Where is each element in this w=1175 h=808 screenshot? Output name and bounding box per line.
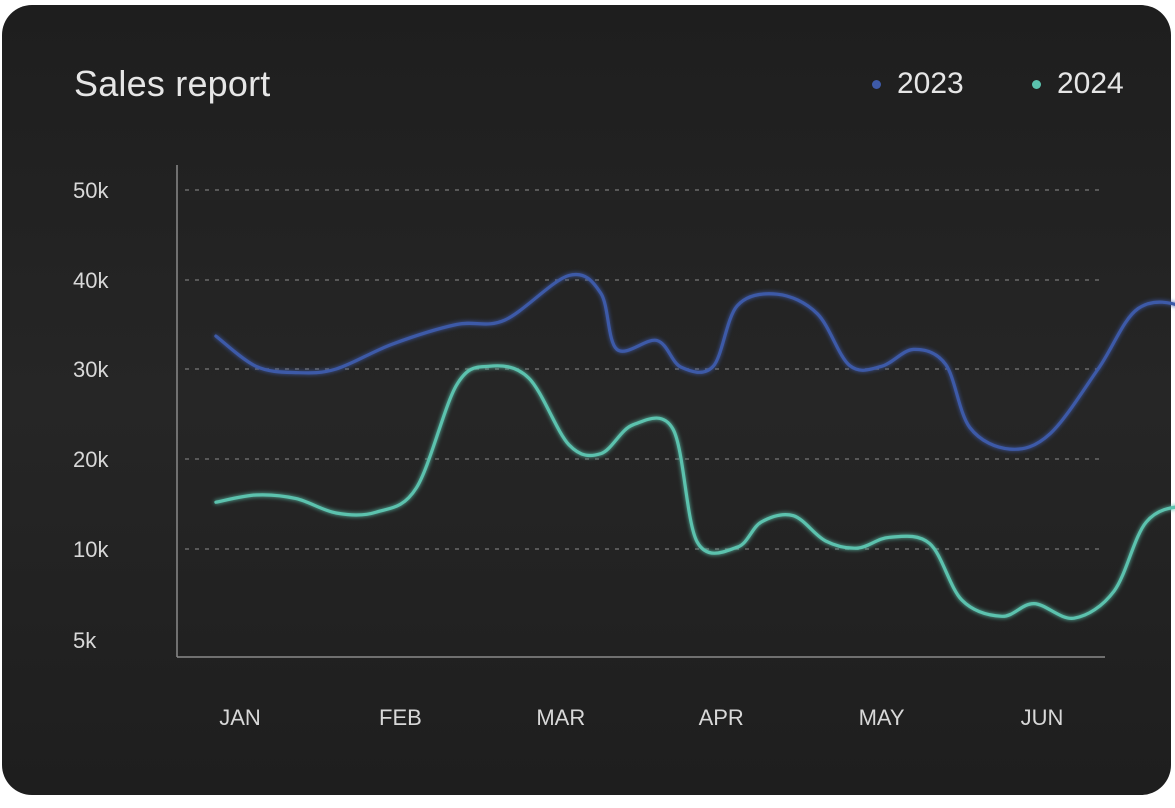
x-tick-label-jun: JUN bbox=[1021, 705, 1064, 730]
legend-dot-2024 bbox=[1032, 79, 1041, 89]
chart-card: Sales report 2023 2024 bbox=[2, 5, 1171, 795]
x-tick-label-apr: APR bbox=[699, 705, 744, 730]
grid-lines bbox=[185, 189, 1105, 550]
x-tick-labels: JAN FEB MAR APR MAY JUN bbox=[219, 705, 1063, 730]
series-lines bbox=[214, 272, 1175, 620]
chart-title: Sales report bbox=[74, 63, 271, 104]
y-tick-label-20k: 20k bbox=[73, 447, 109, 472]
x-tick-label-mar: MAR bbox=[536, 705, 585, 730]
y-tick-label-50k: 50k bbox=[73, 178, 109, 203]
y-tick-label-5k: 5k bbox=[73, 628, 97, 653]
legend-dot-2023 bbox=[872, 79, 881, 89]
y-tick-labels: 5k 10k 20k 30k 40k 50k bbox=[73, 178, 109, 653]
y-tick-label-10k: 10k bbox=[73, 537, 109, 562]
x-tick-label-may: MAY bbox=[859, 705, 905, 730]
legend-label-2024: 2024 bbox=[1057, 67, 1124, 100]
x-tick-label-feb: FEB bbox=[379, 705, 422, 730]
x-tick-label-jan: JAN bbox=[219, 705, 261, 730]
y-tick-label-40k: 40k bbox=[73, 268, 109, 293]
legend-item-2024[interactable]: 2024 bbox=[1032, 67, 1124, 101]
series-line-2024 bbox=[214, 364, 1175, 620]
series-line-2023 bbox=[214, 272, 1175, 451]
legend-item-2023[interactable]: 2023 bbox=[872, 67, 964, 101]
y-tick-label-30k: 30k bbox=[73, 357, 109, 382]
legend-label-2023: 2023 bbox=[897, 67, 964, 100]
